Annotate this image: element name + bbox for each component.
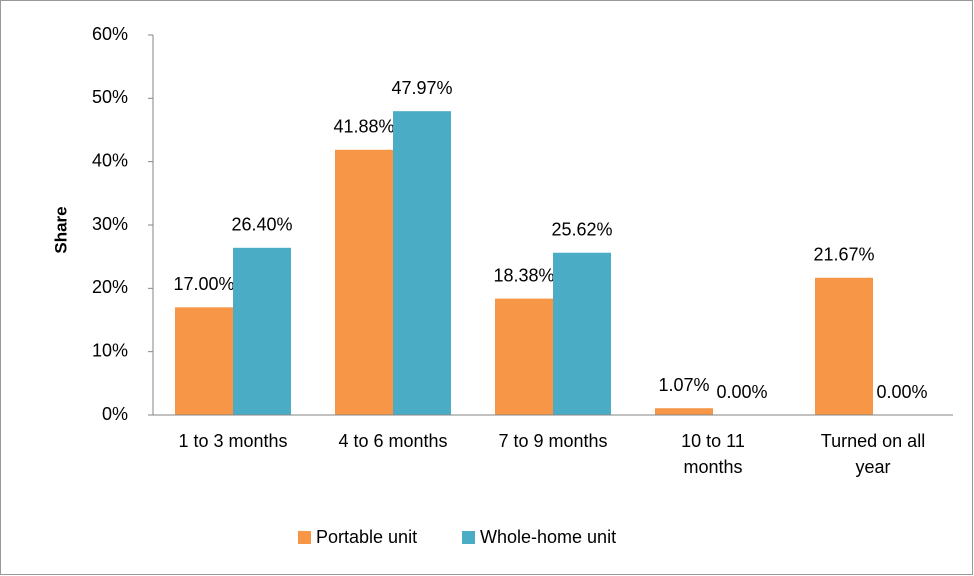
bar [553, 252, 611, 415]
data-label: 21.67% [813, 245, 874, 265]
x-tick-label: 10 to 11 months [681, 431, 745, 477]
legend-label: Whole-home unit [480, 527, 616, 547]
data-label: 26.40% [231, 215, 292, 235]
data-label: 25.62% [551, 219, 612, 239]
data-label: 17.00% [173, 274, 234, 294]
y-tick-label: 30% [92, 214, 128, 234]
data-label: 47.97% [391, 78, 452, 98]
data-label: 0.00% [876, 382, 927, 402]
bar [335, 149, 393, 415]
data-label: 18.38% [493, 265, 554, 285]
x-tick-label: 7 to 9 months [498, 431, 608, 451]
y-tick-label: 20% [92, 277, 128, 297]
legend-swatch [462, 531, 475, 544]
bar [655, 408, 713, 415]
data-label: 41.88% [333, 117, 394, 137]
legend-label: Portable unit [316, 527, 417, 547]
x-tick-label: Turned on all year [820, 431, 926, 477]
bar [393, 111, 451, 415]
x-tick-label: 4 to 6 months [338, 431, 448, 451]
bar [815, 277, 873, 415]
y-tick-label: 10% [92, 340, 128, 360]
data-label: 1.07% [658, 375, 709, 395]
x-tick-label: 1 to 3 months [178, 431, 288, 451]
y-tick-label: 50% [92, 87, 128, 107]
bar [495, 298, 553, 415]
bar [233, 247, 291, 415]
y-tick-label: 40% [92, 150, 128, 170]
data-label: 0.00% [716, 382, 767, 402]
y-tick-label: 0% [102, 404, 128, 424]
bar [175, 307, 233, 415]
legend-swatch [298, 531, 311, 544]
y-tick-label: 60% [92, 24, 128, 44]
y-axis-title: Share [51, 206, 70, 253]
